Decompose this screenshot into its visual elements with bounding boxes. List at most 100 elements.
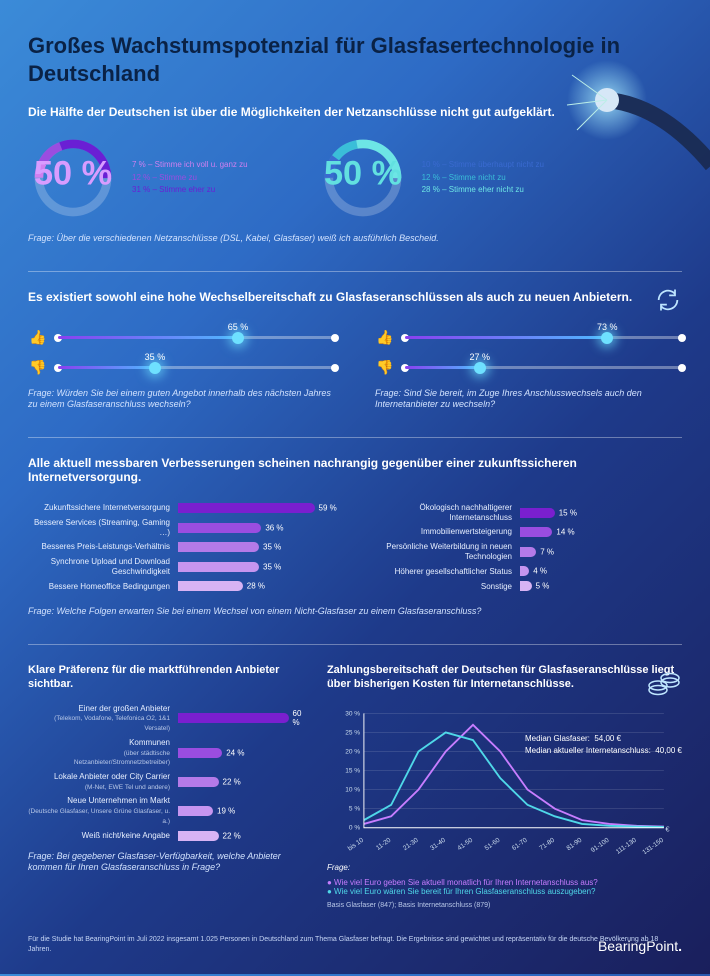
bar-row: Einer der großen Anbieter(Telekom, Vodaf… <box>28 704 307 733</box>
bars-right: Ökologisch nachhaltigerer Internetanschl… <box>370 498 682 596</box>
svg-text:20 %: 20 % <box>345 748 360 755</box>
section-awareness: Die Hälfte der Deutschen ist über die Mö… <box>28 105 682 245</box>
basis-note: Basis Glasfaser (847); Basis Internetans… <box>327 902 682 909</box>
median-box: Median Glasfaser: 54,00 € Median aktuell… <box>525 733 682 757</box>
svg-text:11-20: 11-20 <box>375 836 393 851</box>
bars-left: Zukunftssichere Internetversorgung 59 % Be… <box>28 498 340 596</box>
bar-value: 4 % <box>533 567 547 576</box>
svg-text:€: € <box>665 824 670 833</box>
bar-value: 22 % <box>223 831 241 840</box>
slider-left-down: 👎 35 % <box>28 358 335 378</box>
refresh-icon <box>654 286 682 314</box>
slider-right-up: 👍 73 % <box>375 328 682 348</box>
section-benefits: Alle aktuell messbaren Verbesserungen sc… <box>28 456 682 618</box>
svg-text:bis 10: bis 10 <box>347 836 366 852</box>
svg-text:81-90: 81-90 <box>565 836 583 852</box>
thumbs-down-icon: 👎 <box>28 358 48 378</box>
bar-value: 5 % <box>536 582 550 591</box>
line-chart: 0 % 5 % 10 % 15 % 20 % 25 % 30 % bis 10 11-20 21-… <box>327 704 682 854</box>
thumbs-down-icon: 👎 <box>375 358 395 378</box>
slider-right-down-label: 27 % <box>470 352 491 362</box>
section2-lead: Es existiert sowohl eine hohe Wechselber… <box>28 290 682 304</box>
bar-row: Höherer gesellschaftlicher Status4 % <box>370 566 682 576</box>
median-aktuell-value: 40,00 € <box>655 746 682 755</box>
bar-row: Bessere Homeoffice Bedingungen28 % <box>28 581 340 591</box>
bar-label: Neue Unternehmen im Markt(Deutsche Glasf… <box>28 796 178 825</box>
legend-glasfaser: Wie viel Euro geben Sie aktuell monatlic… <box>327 878 682 887</box>
svg-text:61-70: 61-70 <box>511 836 529 852</box>
bar-label: Bessere Homeoffice Bedingungen <box>28 582 178 592</box>
median-aktuell-label: Median aktueller Internetanschluss: <box>525 746 651 755</box>
section3-lead: Alle aktuell messbaren Verbesserungen sc… <box>28 456 682 484</box>
donut-legend-item: 12 % – Stimme nicht zu <box>422 172 544 185</box>
bar-label: Immobilienwertsteigerung <box>370 527 520 537</box>
bar-row: Kommunen(über städtische Netzanbieter/St… <box>28 738 307 767</box>
bar-value: 24 % <box>226 748 244 757</box>
slider-left-down-label: 35 % <box>145 352 166 362</box>
bar-row: Ökologisch nachhaltigerer Internetanschl… <box>370 503 682 522</box>
bar-row: Weiß nicht/keine Angabe22 % <box>28 831 307 841</box>
svg-text:10 %: 10 % <box>345 786 360 793</box>
bar-value: 35 % <box>263 543 281 552</box>
slider-right-up-label: 73 % <box>597 322 618 332</box>
bar-value: 15 % <box>559 508 577 517</box>
bar-row: Besseres Preis-Leistungs-Verhältnis 35 % <box>28 542 340 552</box>
bar-label: Persönliche Weiterbildung in neuen Techn… <box>370 542 520 561</box>
slider-left-up: 👍 65 % <box>28 328 335 348</box>
svg-text:71-80: 71-80 <box>538 836 556 852</box>
section1-lead: Die Hälfte der Deutschen ist über die Mö… <box>28 105 682 119</box>
svg-text:111-130: 111-130 <box>615 836 638 853</box>
svg-text:25 %: 25 % <box>345 729 360 736</box>
provider-preference: Klare Präferenz für die marktführenden A… <box>28 663 307 909</box>
svg-text:5 %: 5 % <box>349 805 360 812</box>
section-switching: Es existiert sowohl eine hohe Wechselber… <box>28 290 682 411</box>
svg-text:41-50: 41-50 <box>456 836 474 852</box>
main-title: Großes Wachstumspotenzial für Glasfasert… <box>28 32 682 87</box>
bar-row: Lokale Anbieter oder City Carrier(M-Net,… <box>28 772 307 791</box>
bar-value: 36 % <box>265 523 283 532</box>
slider-col-right: 👍 73 % 👎 27 % <box>375 318 682 411</box>
svg-text:0 %: 0 % <box>349 824 360 831</box>
bar-label: Zukunftssichere Internetversorgung <box>28 503 178 513</box>
bar-row: Immobilienwertsteigerung 14 % <box>370 527 682 537</box>
donut-agree-legend: 7 % – Stimme ich voll u. ganz zu12 % – S… <box>132 159 248 197</box>
svg-text:31-40: 31-40 <box>429 836 447 852</box>
donut-agree-svg: 50 % <box>28 133 118 223</box>
section4-right-subhead: Zahlungsbereitschaft der Deutschen für G… <box>327 663 682 692</box>
donut-legend-item: 10 % – Stimme überhaupt nicht zu <box>422 159 544 172</box>
bars-two-col: Zukunftssichere Internetversorgung 59 % Be… <box>28 498 682 596</box>
coins-icon <box>646 663 682 699</box>
median-glasfaser-value: 54,00 € <box>594 734 621 743</box>
svg-text:30 %: 30 % <box>345 710 360 717</box>
bar-value: 19 % <box>217 807 235 816</box>
slider-right-down: 👎 27 % <box>375 358 682 378</box>
section4-left-question: Frage: Bei gegebener Glasfaser-Verfügbar… <box>28 851 307 874</box>
bar-value: 14 % <box>556 528 574 537</box>
bar-label: Lokale Anbieter oder City Carrier(M-Net,… <box>28 772 178 791</box>
bar-row: Sonstige 5 % <box>370 581 682 591</box>
bar-label: Sonstige <box>370 582 520 592</box>
bar-label: Einer der großen Anbieter(Telekom, Vodaf… <box>28 704 178 733</box>
donut-agree: 50 % 7 % – Stimme ich voll u. ganz zu12 … <box>28 133 248 223</box>
donut-disagree: 50 % 10 % – Stimme überhaupt nicht zu12 … <box>318 133 544 223</box>
svg-text:21-30: 21-30 <box>402 836 420 852</box>
bar-value: 7 % <box>540 547 554 556</box>
svg-text:15 %: 15 % <box>345 767 360 774</box>
svg-text:131-150: 131-150 <box>641 836 665 853</box>
donut-pair: 50 % 7 % – Stimme ich voll u. ganz zu12 … <box>28 133 682 223</box>
bar-value: 22 % <box>223 777 241 786</box>
divider <box>28 437 682 438</box>
bar-label: Kommunen(über städtische Netzanbieter/St… <box>28 738 178 767</box>
bar-row: Bessere Services (Streaming, Gaming …)36… <box>28 518 340 537</box>
bar-label: Synchrone Upload und Download Geschwindi… <box>28 557 178 576</box>
infographic-page: Großes Wachstumspotenzial für Glasfasert… <box>0 0 710 974</box>
bar-value: 35 % <box>263 562 281 571</box>
bar-row: Zukunftssichere Internetversorgung 59 % <box>28 503 340 513</box>
thumbs-up-icon: 👍 <box>375 328 395 348</box>
donut-legend-item: 28 % – Stimme eher nicht zu <box>422 184 544 197</box>
provider-bars: Einer der großen Anbieter(Telekom, Vodaf… <box>28 704 307 841</box>
svg-text:51-60: 51-60 <box>484 836 502 852</box>
bar-label: Besseres Preis-Leistungs-Verhältnis <box>28 542 178 552</box>
thumbs-up-icon: 👍 <box>28 328 48 348</box>
bar-value: 59 % <box>319 504 337 513</box>
